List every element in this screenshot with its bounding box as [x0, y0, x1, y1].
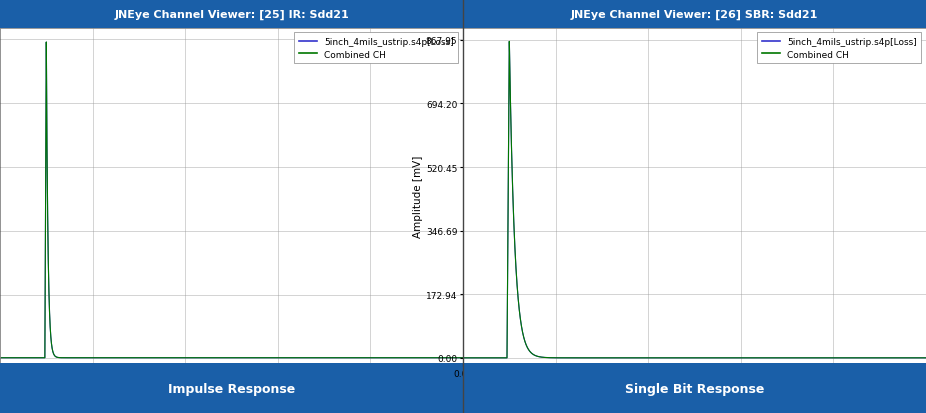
Text: JNEye Channel Viewer: [25] IR: Sdd21: JNEye Channel Viewer: [25] IR: Sdd21	[114, 9, 349, 19]
Text: JNEye Channel Viewer: [26] SBR: Sdd21: JNEye Channel Viewer: [26] SBR: Sdd21	[570, 9, 819, 19]
Text: Impulse Response: Impulse Response	[168, 382, 295, 395]
X-axis label: Time (bit): Time (bit)	[669, 381, 720, 391]
Text: Single Bit Response: Single Bit Response	[625, 382, 764, 395]
Legend: 5inch_4mils_ustrip.s4p[Loss], Combined CH: 5inch_4mils_ustrip.s4p[Loss], Combined C…	[757, 33, 921, 64]
Y-axis label: Amplitude [mV]: Amplitude [mV]	[413, 155, 423, 237]
X-axis label: Time (bit): Time (bit)	[206, 381, 257, 391]
Legend: 5inch_4mils_ustrip.s4p[Loss], Combined CH: 5inch_4mils_ustrip.s4p[Loss], Combined C…	[294, 33, 458, 64]
